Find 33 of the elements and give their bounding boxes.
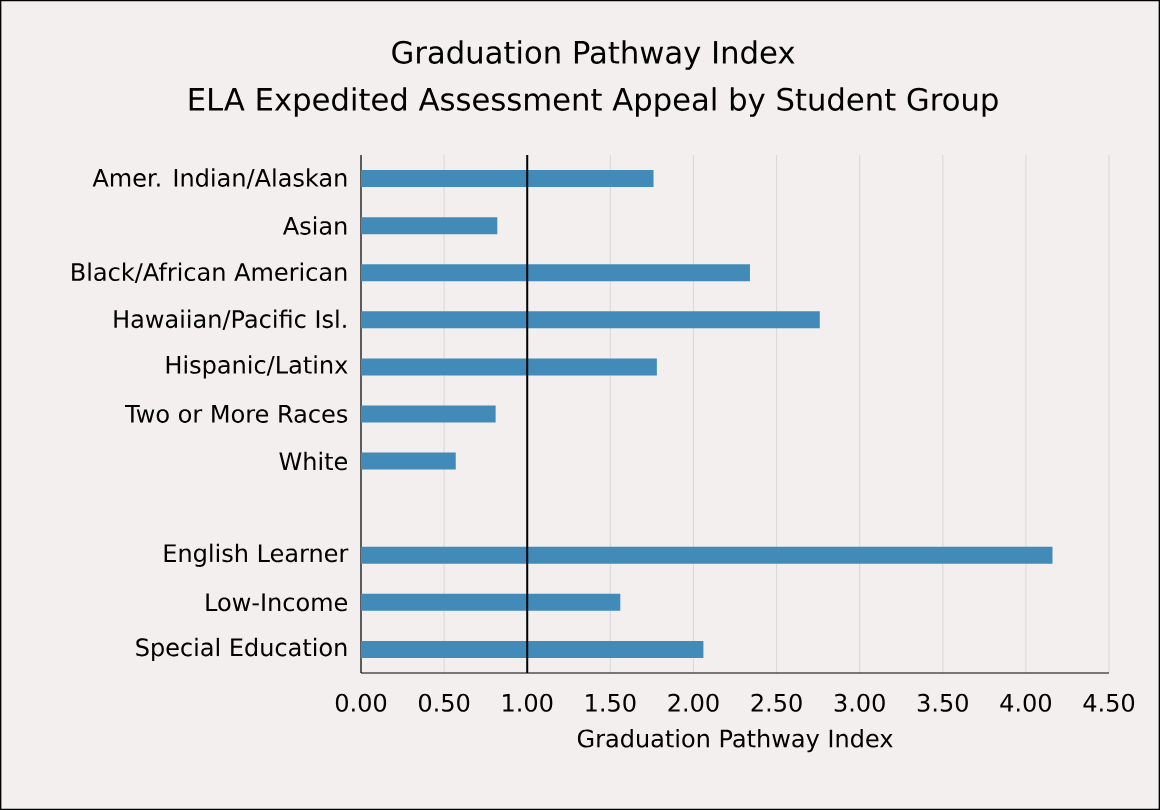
x-tick-label: 0.50: [418, 693, 470, 712]
bar: [361, 358, 657, 376]
y-tick-label: Asian: [282, 216, 347, 235]
x-tick-label: 1.00: [503, 693, 553, 712]
y-tick-label: Special Education: [136, 637, 347, 662]
bar: [361, 405, 496, 423]
chart-title: Graduation Pathway Index: [392, 40, 795, 70]
bar: [361, 640, 704, 658]
bar: [361, 593, 621, 611]
bar: [361, 311, 820, 329]
x-tick-label: 2.50: [751, 693, 802, 712]
x-tick-label: 2.00: [668, 693, 719, 712]
x-tick-label: 0.00: [335, 693, 387, 712]
bar: [361, 217, 498, 235]
x-tick-label: 1.50: [586, 693, 636, 712]
bar: [361, 452, 456, 470]
x-tick-label: 3.00: [834, 693, 885, 712]
y-tick-label: Amer. Indian/Alaskan: [92, 168, 347, 189]
y-tick-label: English Learner: [164, 543, 349, 567]
x-tick-label: 4.00: [1000, 693, 1051, 712]
bar: [361, 170, 654, 188]
y-tick-label: Black/African American: [72, 262, 347, 283]
bar: [361, 546, 1053, 564]
chart-subtitle: ELA Expedited Assessment Appeal by Student Group: [189, 87, 998, 117]
x-tick-label: 4.50: [1083, 693, 1135, 712]
y-tick-label: Hawaiian/Pacific Isl.: [114, 309, 346, 331]
y-tick-label: White: [279, 451, 348, 471]
y-tick-label: Hispanic/Latinx: [166, 355, 348, 379]
y-tick-label: Low-Income: [206, 593, 348, 612]
x-tick-label: 3.50: [917, 693, 968, 712]
y-tick-label: Two or More Races: [124, 405, 348, 423]
bar: [361, 264, 750, 282]
x-axis-title: Graduation Pathway Index: [577, 729, 893, 753]
